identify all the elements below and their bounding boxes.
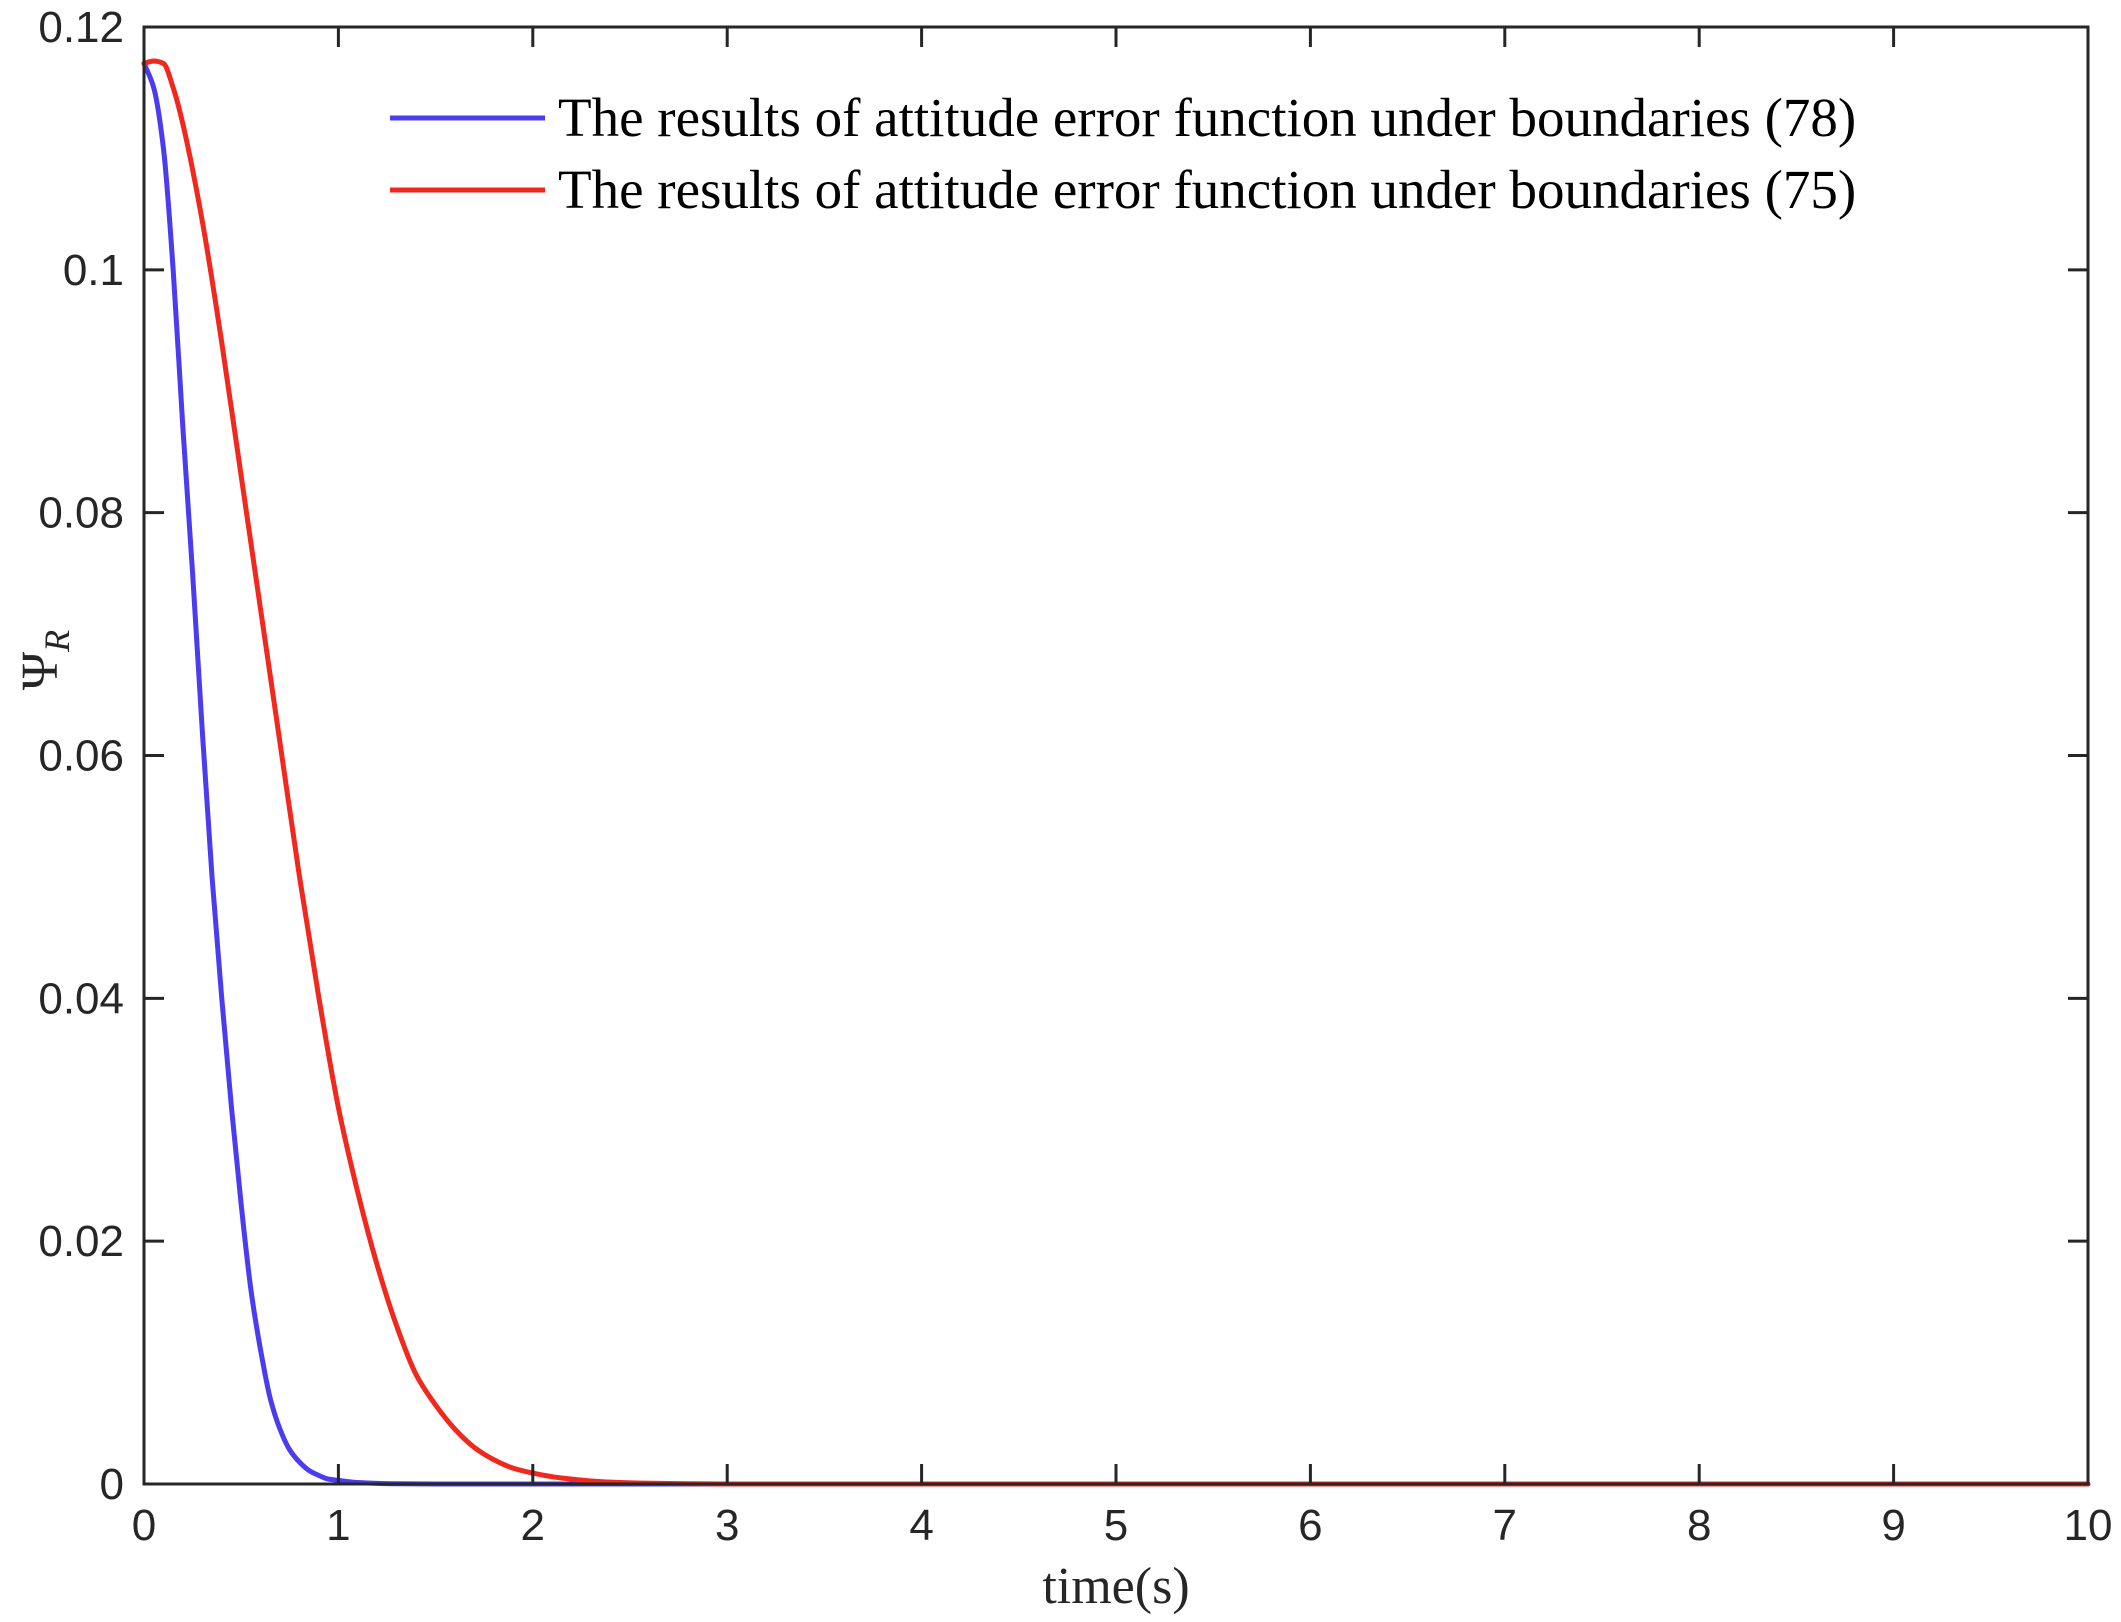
y-tick-label: 0.02 — [38, 1217, 124, 1266]
legend-label-2: The results of attitude error function u… — [558, 159, 1856, 220]
y-tick-labels: 0 0.02 0.04 0.06 0.08 0.1 0.12 — [38, 3, 124, 1509]
x-axis-label: time(s) — [1042, 1558, 1189, 1615]
x-tick-label: 8 — [1687, 1501, 1711, 1550]
x-tick-label: 6 — [1298, 1501, 1322, 1550]
x-tick-label: 9 — [1881, 1501, 1905, 1550]
x-tick-label: 3 — [715, 1501, 739, 1550]
y-tick-label: 0.04 — [38, 974, 124, 1023]
y-tick-label: 0.12 — [38, 3, 124, 52]
legend: The results of attitude error function u… — [390, 87, 1856, 220]
x-tick-label: 10 — [2064, 1501, 2113, 1550]
plot-area — [144, 27, 2088, 1484]
y-tick-label: 0.1 — [63, 246, 124, 295]
y-axis-label: ΨR — [12, 630, 77, 690]
x-tick-label: 2 — [521, 1501, 545, 1550]
x-tick-label: 5 — [1104, 1501, 1128, 1550]
x-tick-label: 0 — [132, 1501, 156, 1550]
x-tick-labels: 0 1 2 3 4 5 6 7 8 9 10 — [132, 1501, 2113, 1550]
y-tick-label: 0.08 — [38, 489, 124, 538]
y-axis-label-symbol: Ψ — [12, 651, 69, 690]
y-tick-label: 0 — [100, 1460, 124, 1509]
ticks-layer — [142, 25, 2090, 1486]
y-axis-label-subscript: R — [37, 630, 77, 653]
y-tick-label: 0.06 — [38, 732, 124, 781]
x-tick-label: 4 — [909, 1501, 933, 1550]
legend-label-1: The results of attitude error function u… — [558, 87, 1856, 148]
x-tick-label: 7 — [1493, 1501, 1517, 1550]
x-tick-label: 1 — [326, 1501, 350, 1550]
